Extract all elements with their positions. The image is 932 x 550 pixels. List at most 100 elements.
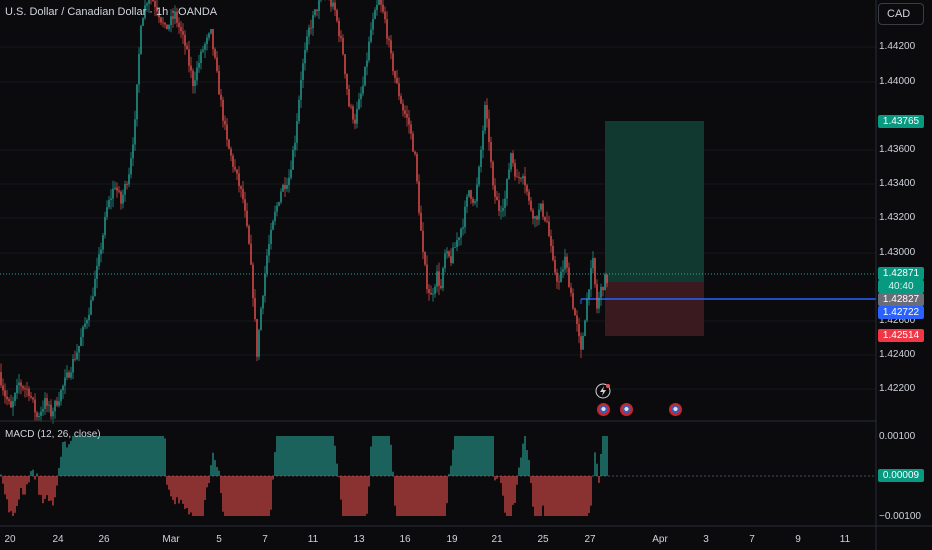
currency-button[interactable]: CAD <box>878 3 924 25</box>
lightning-event-icon[interactable] <box>595 383 611 399</box>
symbol-title[interactable]: U.S. Dollar / Canadian Dollar · 1h · OAN… <box>5 6 218 18</box>
candle-body <box>232 155 234 167</box>
macd-histogram-bar <box>62 442 64 476</box>
macd-histogram-bar <box>252 476 254 516</box>
macd-histogram-bar <box>408 476 410 516</box>
stop-loss-tag[interactable]: 1.42514 <box>878 329 924 342</box>
stop-loss-zone[interactable] <box>605 282 704 336</box>
candle-body <box>292 149 294 170</box>
candle-body <box>334 2 336 11</box>
candle-body <box>242 188 244 200</box>
candle-body <box>350 106 352 108</box>
time-label: 24 <box>52 534 64 545</box>
macd-histogram-bar <box>94 436 96 476</box>
candle-body <box>538 209 540 220</box>
candle-body <box>294 142 296 150</box>
macd-histogram-bar <box>362 476 364 516</box>
candle-body <box>354 119 356 124</box>
candle-body <box>252 264 254 298</box>
candle-body <box>272 221 274 230</box>
candle-body <box>532 210 534 219</box>
macd-histogram-bar <box>390 444 392 476</box>
macd-histogram-bar <box>98 436 100 476</box>
candle-body <box>210 29 212 34</box>
candle-body <box>414 151 416 155</box>
candle-body <box>422 230 424 252</box>
candle-body <box>342 38 344 55</box>
macd-histogram-bar <box>378 436 380 476</box>
candle-body <box>282 184 284 192</box>
candle-body <box>590 268 592 290</box>
macd-histogram-bar <box>58 468 60 476</box>
us-flag-event-icon[interactable] <box>620 403 633 416</box>
macd-histogram-bar <box>48 476 50 502</box>
macd-histogram-bar <box>278 436 280 476</box>
candle-body <box>18 382 20 386</box>
current-price-tag[interactable]: 1.42871 <box>878 267 924 280</box>
candle-body <box>578 323 580 337</box>
candle-body <box>264 273 266 296</box>
us-flag-event-icon[interactable] <box>597 403 610 416</box>
macd-histogram-bar <box>308 436 310 476</box>
candle-body <box>370 29 372 42</box>
candle-body <box>588 289 590 299</box>
macd-histogram-bar <box>466 436 468 476</box>
price-label: 1.42400 <box>879 349 916 360</box>
take-profit-zone[interactable] <box>605 121 704 282</box>
time-label: 11 <box>307 534 319 545</box>
macd-histogram-bar <box>232 476 234 516</box>
macd-histogram-bar <box>410 476 412 516</box>
us-flag-event-icon[interactable] <box>669 403 682 416</box>
candle-body <box>352 106 354 120</box>
take-profit-tag[interactable]: 1.43765 <box>878 115 924 128</box>
candle-body <box>106 207 108 217</box>
macd-histogram-bar <box>292 436 294 476</box>
macd-histogram-bar <box>328 436 330 476</box>
macd-histogram-bar <box>70 440 72 476</box>
macd-histogram-bar <box>146 436 148 476</box>
candle-body <box>606 274 608 284</box>
candle-body <box>194 80 196 86</box>
position-line-tag[interactable]: 1.42722 <box>878 306 924 319</box>
macd-histogram-bar <box>530 476 532 484</box>
candle-body <box>498 200 500 211</box>
entry-price-tag[interactable]: 1.42827 <box>878 293 924 306</box>
macd-value-tag: 0.00009 <box>878 469 924 482</box>
candle-body <box>466 196 468 207</box>
macd-histogram-bar <box>186 476 188 508</box>
candle-body <box>448 251 450 257</box>
candle-body <box>506 178 508 199</box>
candle-body <box>470 190 472 199</box>
candle-body <box>432 293 434 295</box>
candle-body <box>206 37 208 45</box>
macd-histogram-bar <box>270 476 272 510</box>
macd-histogram-bar <box>192 476 194 516</box>
macd-histogram-bar <box>434 476 436 516</box>
candle-body <box>366 60 368 67</box>
candle-body <box>262 295 264 309</box>
candle-body <box>388 38 390 41</box>
candle-body <box>220 94 222 100</box>
macd-histogram-bar <box>600 453 602 476</box>
macd-histogram-bar <box>30 471 32 476</box>
candle-body <box>180 27 182 32</box>
candle-body <box>30 395 32 398</box>
candle-body <box>202 49 204 52</box>
candle-body <box>504 198 506 208</box>
macd-histogram-bar <box>386 436 388 476</box>
macd-histogram-bar <box>424 476 426 516</box>
macd-histogram-bar <box>344 476 346 516</box>
macd-histogram-bar <box>444 476 446 516</box>
macd-histogram-bar <box>468 436 470 476</box>
candle-body <box>482 130 484 150</box>
macd-histogram-bar <box>178 476 180 504</box>
candle-body <box>52 411 54 417</box>
candle-body <box>240 186 242 189</box>
macd-indicator-title[interactable]: MACD (12, 26, close) <box>5 429 101 440</box>
candle-body <box>98 254 100 266</box>
macd-histogram-bar <box>180 476 182 500</box>
candle-body <box>398 83 400 97</box>
macd-histogram-bar <box>420 476 422 516</box>
